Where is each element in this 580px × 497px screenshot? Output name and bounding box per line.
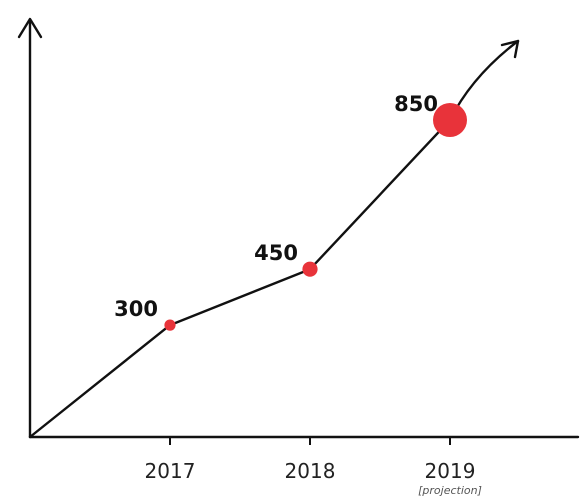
x-ticks: 2017 2018 2019[projection]: [145, 437, 482, 497]
y-axis-arrow-icon: [17, 17, 43, 39]
data-point: [433, 103, 467, 137]
x-tick-label: 2019: [425, 459, 476, 483]
data-label: 850: [394, 92, 438, 116]
trend-line: [28, 39, 520, 439]
x-tick-label: 2018: [285, 459, 336, 483]
data-point: [302, 261, 318, 277]
data-point: [164, 319, 176, 331]
trend-arrow-icon: [500, 39, 520, 59]
data-labels: 300 450 850: [114, 92, 438, 321]
projection-note: [projection]: [418, 484, 482, 497]
axes: [17, 17, 580, 439]
x-tick-label: 2017: [145, 459, 196, 483]
data-markers: [164, 103, 467, 331]
trend-line-group: [28, 39, 520, 439]
data-label: 450: [254, 241, 298, 265]
data-label: 300: [114, 297, 158, 321]
